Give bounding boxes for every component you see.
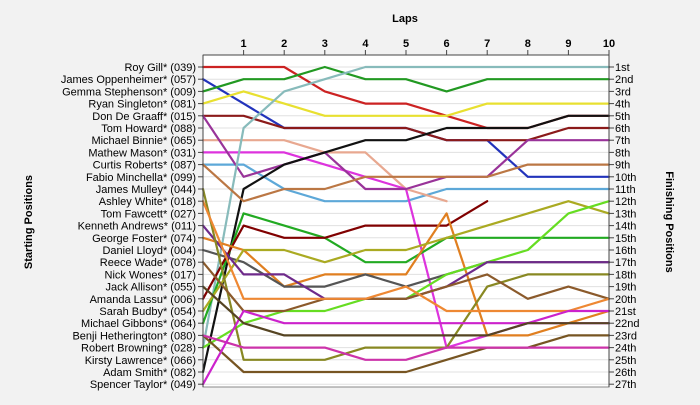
finish-position-label: 6th	[615, 123, 630, 135]
lap-tick-label: 3	[322, 38, 328, 50]
series-line	[201, 200, 611, 313]
finish-position-label: 7th	[615, 135, 630, 147]
finish-position-label: 24th	[615, 343, 636, 355]
lap-tick-label: 6	[444, 38, 450, 50]
right-axis-title: Finishing Positions	[663, 171, 675, 272]
start-position-label: Michael Binnie* (065)	[91, 135, 196, 147]
finish-position-label: 9th	[615, 160, 630, 172]
series-line	[201, 334, 611, 374]
start-position-label: Reece Wade* (078)	[100, 257, 196, 269]
finish-position-label: 1st	[615, 62, 630, 74]
series-line	[201, 163, 611, 203]
start-position-label: Spencer Taylor* (049)	[90, 379, 196, 391]
finish-position-label: 16th	[615, 245, 636, 257]
lap-tick-label: 4	[362, 38, 369, 50]
series-line	[201, 65, 611, 93]
lap-tick-label: 10	[603, 38, 615, 50]
series-line	[201, 285, 611, 337]
start-position-label: Roy Gill* (039)	[124, 62, 196, 74]
finish-position-label: 11th	[615, 184, 636, 196]
series-line	[201, 65, 611, 349]
start-position-label: Fabio Minchella* (099)	[86, 172, 196, 184]
series-line	[201, 334, 611, 361]
start-position-label: Gemma Stephenson* (009)	[62, 86, 196, 98]
start-position-label: Mathew Mason* (031)	[88, 147, 196, 159]
finish-position-label: 27th	[615, 379, 636, 391]
start-position-label: Kirsty Lawrence* (066)	[85, 355, 196, 367]
finish-position-label: 23rd	[615, 330, 637, 342]
series-line	[201, 114, 611, 191]
lap-tick-label: 2	[281, 38, 287, 50]
start-position-label: Curtis Roberts* (087)	[93, 160, 196, 172]
series-line	[201, 187, 611, 361]
finish-position-label: 5th	[615, 111, 630, 123]
finish-position-label: 15th	[615, 233, 636, 245]
series-line	[201, 114, 611, 374]
lap-tick-label: 7	[484, 38, 490, 50]
series-lines	[201, 65, 611, 386]
finish-position-label: 13th	[615, 208, 636, 220]
start-position-label: Tom Howard* (088)	[101, 123, 196, 135]
start-position-label: Amanda Lassu* (006)	[90, 294, 196, 306]
left-axis: Roy Gill* (039)James Oppenheimer* (057)G…	[61, 55, 204, 391]
start-position-label: Don De Graaff* (015)	[92, 111, 196, 123]
start-position-label: Sarah Budby* (054)	[99, 306, 196, 318]
finish-position-label: 2nd	[615, 74, 633, 86]
start-position-label: James Mulley* (044)	[96, 184, 196, 196]
lap-tick-label: 5	[403, 38, 409, 50]
series-line	[201, 90, 611, 117]
start-position-label: Ashley White* (018)	[99, 196, 196, 208]
plot-area	[202, 54, 610, 388]
finish-position-label: 18th	[615, 269, 636, 281]
series-line	[201, 261, 611, 313]
lap-tick-label: 1	[241, 38, 247, 50]
start-position-label: Robert Browning* (028)	[81, 343, 196, 355]
start-position-label: Benji Hetherington* (080)	[72, 330, 196, 342]
start-position-label: George Foster* (074)	[92, 233, 196, 245]
start-position-label: James Oppenheimer* (057)	[61, 74, 196, 86]
start-position-label: Daniel Lloyd* (004)	[102, 245, 196, 257]
start-position-label: Tom Fawcett* (027)	[101, 208, 196, 220]
finish-position-label: 25th	[615, 355, 636, 367]
finish-position-label: 14th	[615, 221, 636, 233]
series-line	[201, 200, 611, 313]
finish-position-label: 19th	[615, 282, 636, 294]
start-position-label: Ryan Singleton* (081)	[88, 99, 196, 111]
finish-position-label: 17th	[615, 257, 636, 269]
start-position-label: Kenneth Andrews* (011)	[78, 221, 196, 233]
lap-tick-label: 9	[565, 38, 571, 50]
x-axis-title: Laps	[392, 13, 418, 25]
finish-position-label: 20th	[615, 294, 636, 306]
start-position-label: Jack Allison* (055)	[106, 282, 197, 294]
finish-position-label: 3rd	[615, 86, 631, 98]
right-axis: 1st2nd3rd4th5th6th7th8th9th10th11th12th1…	[608, 55, 639, 391]
finish-position-label: 10th	[615, 172, 636, 184]
finish-position-label: 26th	[615, 367, 636, 379]
series-line	[201, 163, 611, 203]
finish-position-label: 21st	[615, 306, 636, 318]
start-position-label: Adam Smith* (082)	[103, 367, 196, 379]
lap-tick-label: 8	[525, 38, 531, 50]
start-position-label: Michael Gibbons* (064)	[81, 318, 196, 330]
series-line	[201, 114, 611, 142]
series-line	[201, 309, 611, 386]
finish-position-label: 4th	[615, 99, 630, 111]
start-position-label: Nick Wones* (017)	[105, 269, 197, 281]
finish-position-label: 12th	[615, 196, 636, 208]
top-axis: 1 2 3 4 5 6 7 8 9 10	[203, 38, 615, 56]
series-line	[201, 200, 489, 300]
left-axis-title: Starting Positions	[23, 175, 35, 269]
finish-position-label: 22nd	[615, 318, 639, 330]
finish-position-label: 8th	[615, 147, 630, 159]
